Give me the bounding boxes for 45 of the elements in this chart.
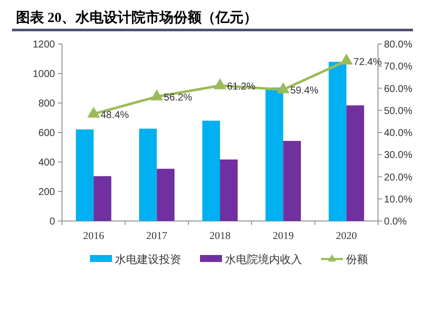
legend-label: 份额 [346, 252, 368, 266]
data-label: 72.4% [353, 56, 382, 68]
bar [283, 140, 301, 221]
bar [202, 120, 220, 221]
y2-tick-label: 10.0% [384, 194, 412, 206]
y2-tick-label: 60.0% [384, 84, 412, 95]
bar [220, 159, 238, 221]
legend-label: 水电院境内收入 [225, 252, 302, 266]
bar [139, 128, 157, 221]
data-label: 56.2% [164, 92, 192, 104]
x-tick-label: 2020 [336, 231, 357, 242]
data-label: 61.2% [227, 82, 256, 93]
y2-tick-label: 30.0% [384, 150, 412, 162]
y-tick-label: 400 [38, 158, 56, 168]
chart-title: 图表 20、水电设计院市场份额（亿元） [16, 9, 258, 26]
y2-tick-label: 20.0% [384, 172, 412, 184]
y2-tick-label: 70.0% [384, 62, 412, 73]
bar [328, 62, 346, 221]
bar [94, 176, 112, 221]
y-tick-label: 1000 [32, 69, 56, 80]
y-tick-label: 0 [49, 216, 56, 228]
bar [266, 88, 284, 221]
y2-tick-label: 50.0% [384, 106, 412, 117]
bar [76, 129, 94, 221]
x-tick-label: 2018 [210, 231, 230, 242]
y-tick-label: 1200 [32, 40, 56, 50]
point [214, 78, 226, 90]
y-tick-label: 600 [38, 128, 56, 139]
x-tick-label: 2017 [146, 231, 168, 242]
data-label: 59.4% [290, 86, 319, 97]
point [276, 82, 290, 94]
data-label: 48.4% [100, 110, 130, 121]
x-tick-label: 2016 [83, 231, 104, 242]
bar [156, 168, 174, 221]
point [150, 89, 164, 100]
y-tick-label: 800 [38, 98, 56, 110]
y2-tick-label: 80.0% [384, 40, 412, 50]
point [87, 106, 100, 118]
x-tick-label: 2019 [272, 231, 294, 242]
y2-tick-label: 40.0% [384, 128, 412, 139]
point [340, 53, 353, 64]
y-tick-label: 200 [38, 187, 56, 198]
legend-label: 水电建设投资 [115, 252, 181, 266]
bar [346, 105, 364, 221]
y2-tick-label: 0.0% [384, 216, 407, 228]
